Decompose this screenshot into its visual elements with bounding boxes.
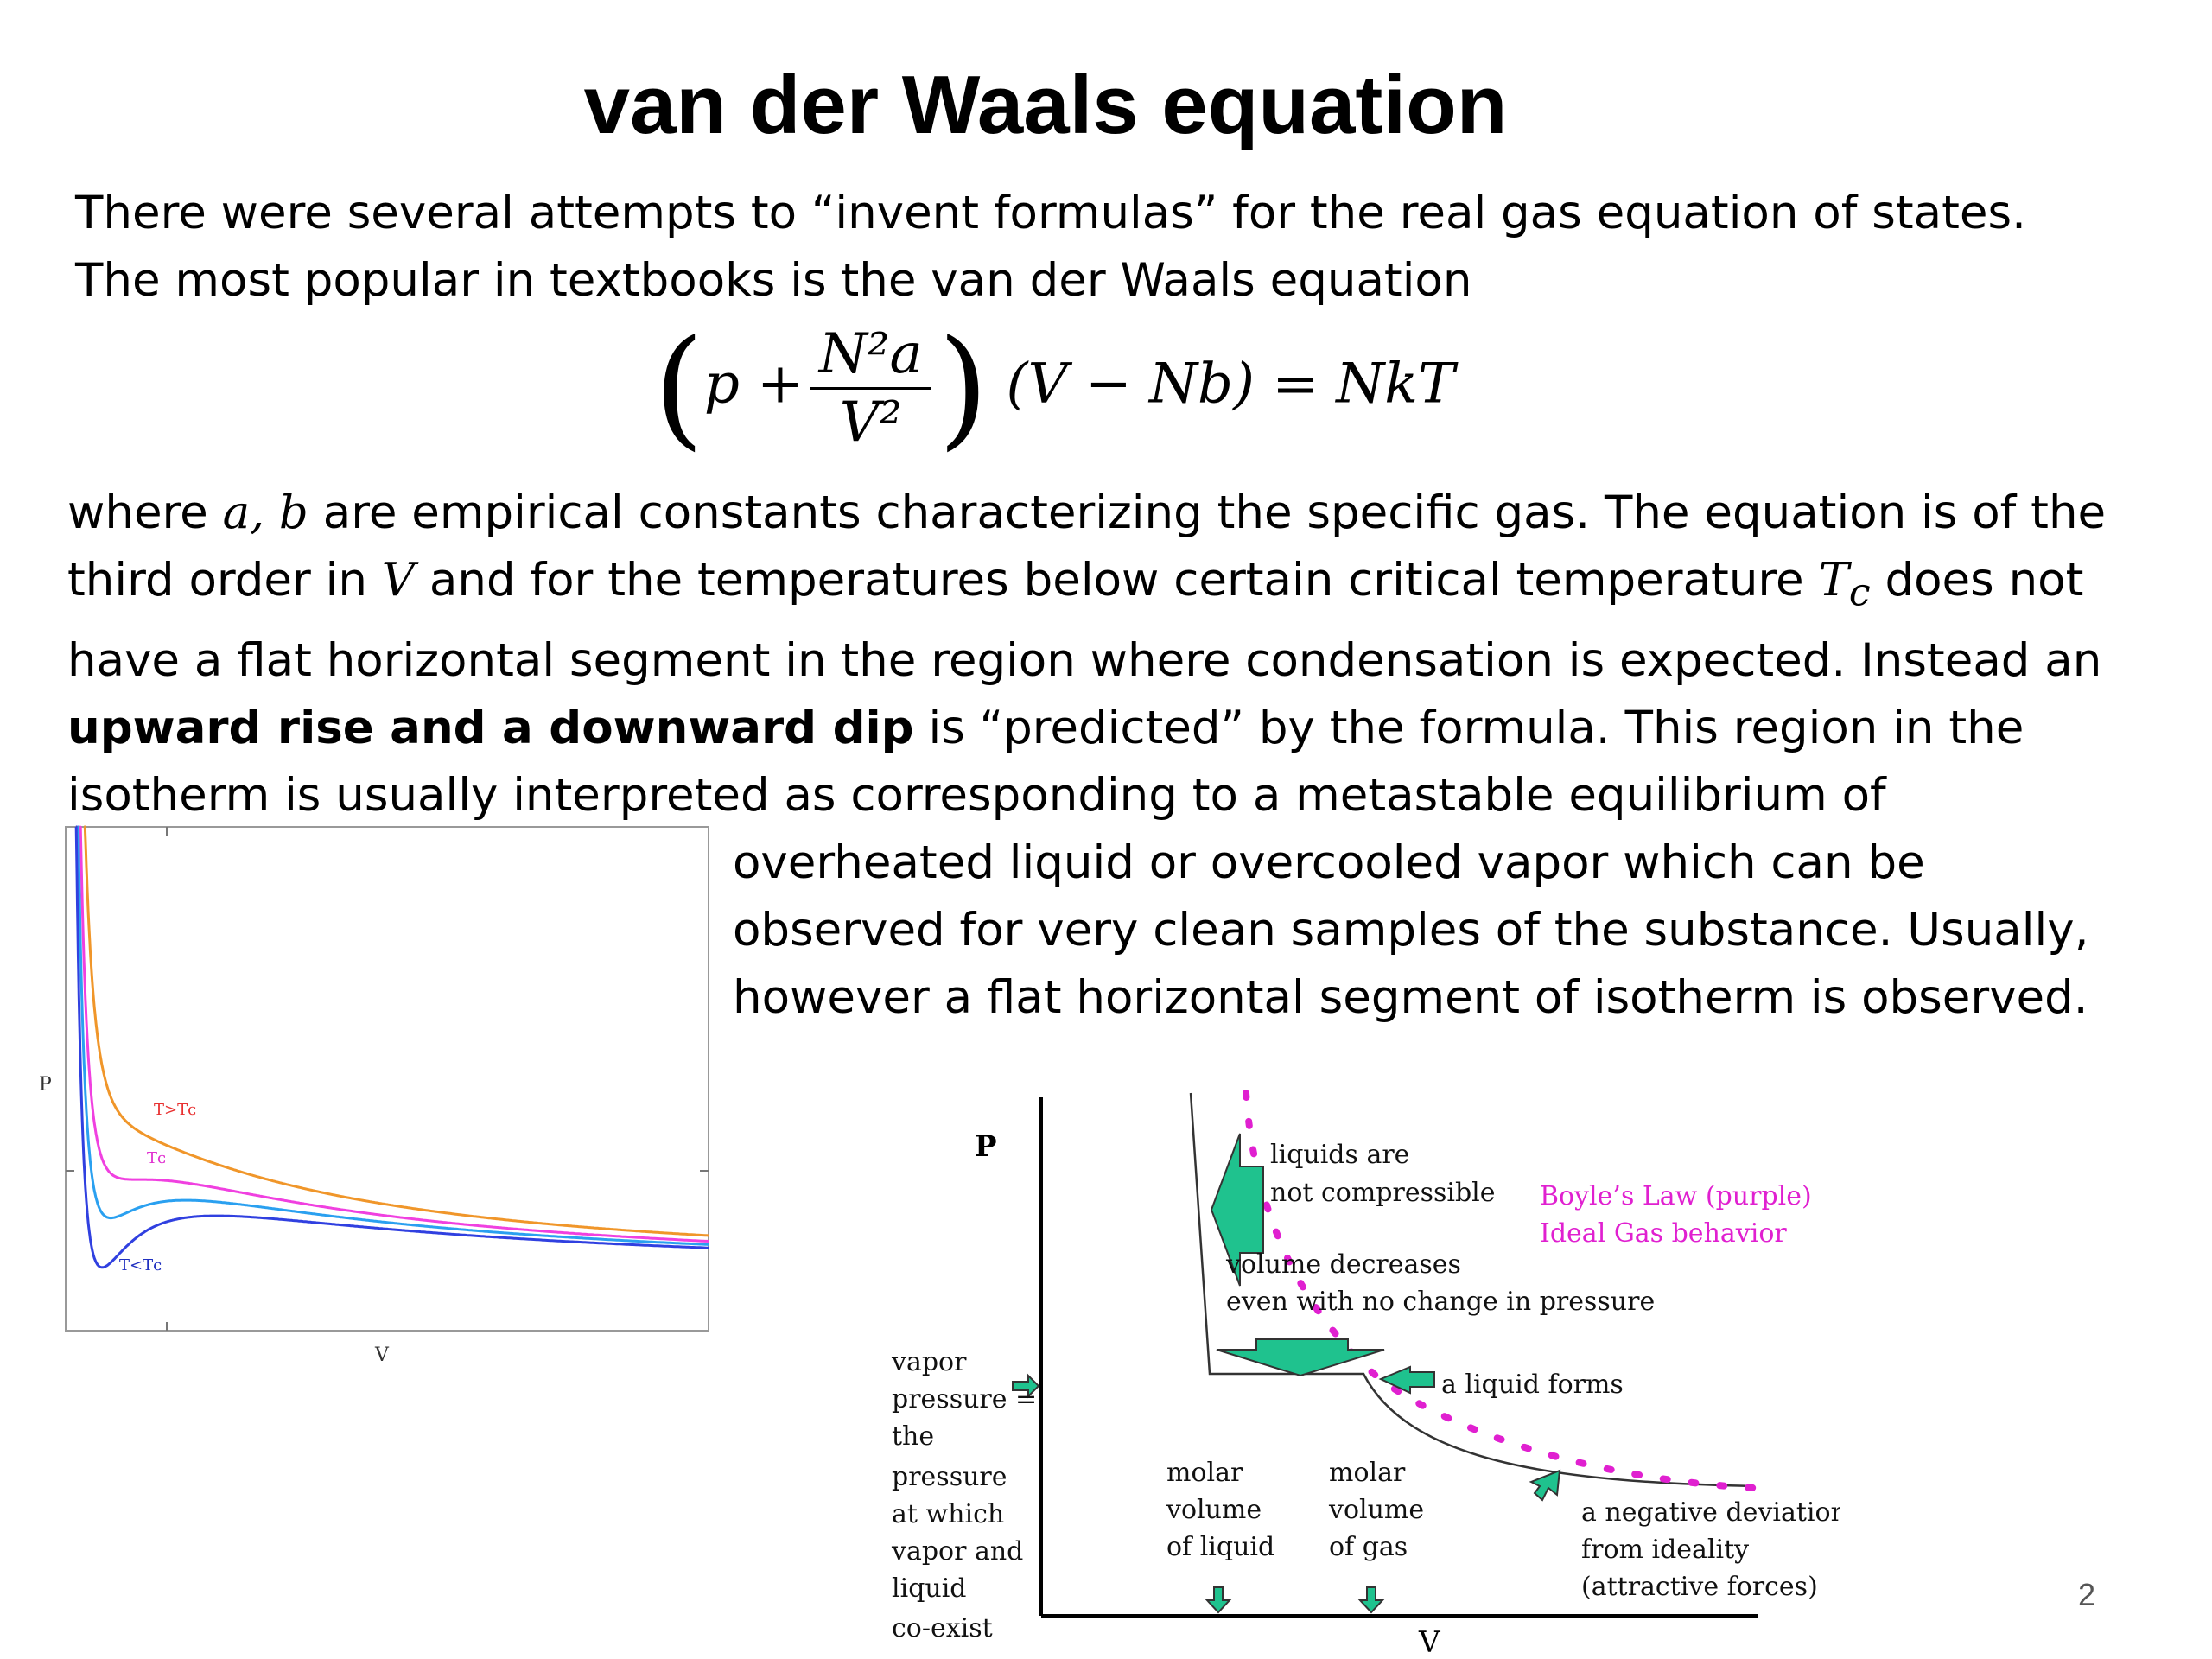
isotherm-curves: [74, 825, 709, 1269]
phase-diagram: P V liquids are not compressible Boyle’s…: [891, 1090, 1840, 1659]
metastable-paragraph: overheated liquid or overcooled vapor wh…: [733, 830, 2088, 1032]
chart-frame: [65, 826, 709, 1332]
expl-line-3: have a flat horizontal segment in the re…: [67, 633, 2102, 687]
isotherm-4: [74, 825, 709, 1269]
real-gas-isotherm: [1189, 1092, 1755, 1488]
molar-liquid-arrow: [1205, 1586, 1232, 1614]
incompressible-arrow: [1210, 1133, 1264, 1287]
chart1-xlabel: V: [374, 1344, 390, 1366]
isotherm-2: [79, 825, 709, 1243]
liquid-forms-arrow: [1378, 1365, 1435, 1395]
boyle-curve: [1243, 1090, 1758, 1491]
eq-p-plus: p +: [703, 352, 804, 416]
slide-title: van der Waals equation: [583, 59, 1508, 151]
vdw-equation: (p + N²a V²) (V − Nb) = NkT: [653, 313, 1455, 463]
eq-denominator: V²: [839, 390, 902, 454]
intro-paragraph: There were several attempts to “invent f…: [75, 180, 2026, 315]
volume-decrease-label: volume decreases even with no change in …: [1225, 1249, 1655, 1317]
eq-fraction: N²a V²: [810, 321, 931, 455]
vapor-pressure-label: vapor pressure = the pressure at which v…: [891, 1347, 1046, 1643]
explanation-paragraph: where a, b are empirical constants chara…: [67, 480, 2106, 830]
isotherm-3: [76, 825, 709, 1246]
molar-gas-label: molar volume of gas: [1328, 1458, 1433, 1562]
boyle-label: Boyle’s Law (purple) Ideal Gas behavior: [1540, 1181, 1820, 1249]
expl-line-4: upward rise and a downward dip is “predi…: [67, 701, 2024, 754]
diagram-ylabel: P: [975, 1129, 997, 1164]
meta-line-3: however a flat horizontal segment of iso…: [733, 971, 2088, 1024]
volume-decrease-arrow: [1216, 1338, 1385, 1377]
liquid-forms-label: a liquid forms: [1441, 1370, 1624, 1400]
meta-line-2: observed for very clean samples of the s…: [733, 904, 2089, 957]
deviation-arrow: [1529, 1469, 1561, 1502]
expl-line-5: isotherm is usually interpreted as corre…: [67, 768, 1886, 822]
label-below-tc: T<Tᴄ: [119, 1256, 162, 1274]
molar-liquid-label: molar volume of liquid: [1166, 1458, 1274, 1562]
expl-line-2: third order in V and for the temperature…: [67, 554, 2084, 615]
isotherm-1: [83, 825, 709, 1237]
eq-numerator: N²a: [810, 321, 931, 390]
vapor-pressure-arrow: [1012, 1373, 1040, 1399]
page-number: 2: [2078, 1577, 2096, 1612]
label-tc: Tᴄ: [147, 1149, 166, 1167]
molar-gas-arrow: [1357, 1586, 1385, 1614]
vdw-isotherm-chart: P V T>Tᴄ Tᴄ T<Tᴄ: [39, 825, 709, 1366]
intro-line-2: The most popular in textbooks is the van…: [75, 254, 1472, 307]
eq-rest: (V − Nb) = NkT: [1006, 352, 1455, 416]
meta-line-1: overheated liquid or overcooled vapor wh…: [733, 836, 1925, 889]
label-above-tc: T>Tᴄ: [154, 1101, 196, 1119]
intro-line-1: There were several attempts to “invent f…: [75, 187, 2026, 239]
expl-line-1: where a, b are empirical constants chara…: [67, 486, 2107, 539]
negative-deviation-label: a negative deviation from ideality (attr…: [1581, 1497, 1840, 1602]
diagram-xlabel: V: [1418, 1625, 1441, 1659]
chart1-ylabel: P: [39, 1074, 52, 1096]
liquids-label: liquids are not compressible: [1270, 1140, 1496, 1208]
